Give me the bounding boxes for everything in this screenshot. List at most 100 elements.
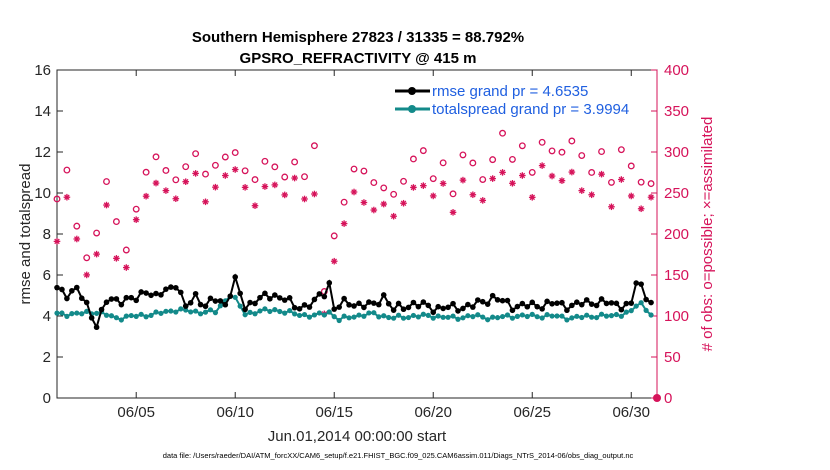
rmse-marker xyxy=(603,300,610,307)
rmse-marker xyxy=(148,292,154,299)
assimilated-obs-marker xyxy=(142,192,150,200)
rmse-marker xyxy=(435,303,441,310)
totalspread-marker xyxy=(212,310,219,316)
x-tick-label: 06/25 xyxy=(513,404,551,421)
asterisk-stroke xyxy=(93,251,100,257)
asterisk-stroke xyxy=(380,201,387,207)
possible-obs-marker xyxy=(202,170,209,178)
rmse-marker xyxy=(78,295,85,302)
possible-obs-marker xyxy=(508,155,516,163)
totalspread-marker xyxy=(346,315,352,321)
rmse-marker xyxy=(257,294,263,301)
totalspread-marker xyxy=(420,311,426,317)
assimilated-obs-marker xyxy=(558,177,566,184)
rmse-marker xyxy=(128,294,135,301)
totalspread-marker xyxy=(539,315,545,321)
x-tick-label: 06/30 xyxy=(612,404,650,421)
totalspread-marker xyxy=(564,317,570,323)
rmse-marker xyxy=(212,298,219,304)
asterisk-stroke xyxy=(83,272,90,278)
rmse-marker xyxy=(395,300,402,307)
totalspread-marker xyxy=(168,308,174,314)
assimilated-obs-marker xyxy=(162,187,170,194)
asterisk-stroke xyxy=(578,187,585,194)
totalspread-marker xyxy=(133,313,139,319)
asterisk-stroke xyxy=(301,196,308,202)
possible-obs-marker xyxy=(152,153,160,161)
rmse-marker xyxy=(470,304,476,310)
rmse-marker xyxy=(405,304,412,311)
y-left-tick-label: 16 xyxy=(34,62,51,79)
totalspread-marker xyxy=(306,314,313,320)
totalspread-marker xyxy=(643,307,649,313)
tick-layer: 0 2 4 6 8 10 12 14 16 0 50 100 150 200 250 300 350 400 06/… xyxy=(34,62,689,421)
totalspread-marker xyxy=(158,310,164,316)
totalspread-marker xyxy=(613,311,620,318)
totalspread-marker xyxy=(59,310,65,316)
totalspread-marker xyxy=(504,312,511,318)
totalspread-marker xyxy=(301,311,308,318)
asterisk-stroke xyxy=(450,209,456,216)
data-file-footnote: data file: /Users/raeder/DAI/ATM_forcXX/… xyxy=(163,451,634,460)
possible-obs-marker xyxy=(291,158,299,166)
totalspread-marker xyxy=(559,313,565,319)
rmse-marker xyxy=(356,300,362,307)
totalspread-marker xyxy=(202,309,209,315)
possible-obs-marker xyxy=(400,177,407,185)
possible-obs-marker xyxy=(221,153,229,161)
assimilated-obs-marker xyxy=(301,195,308,203)
asterisk-stroke xyxy=(569,169,575,175)
rmse-marker xyxy=(98,306,105,313)
possible-obs-marker xyxy=(172,176,180,184)
rmse-marker xyxy=(504,297,511,304)
assimilated-obs-marker xyxy=(281,191,289,199)
possible-obs-marker xyxy=(578,152,586,159)
possible-obs-marker xyxy=(103,178,110,186)
rmse-marker xyxy=(534,303,540,310)
possible-obs-marker xyxy=(93,229,101,237)
possible-obs-marker xyxy=(142,168,150,176)
totalspread-marker xyxy=(148,312,154,318)
rmse-marker xyxy=(420,299,427,305)
totalspread-marker xyxy=(490,314,496,320)
possible-obs-marker xyxy=(449,190,457,198)
totalspread-marker xyxy=(470,314,476,320)
asterisk-stroke xyxy=(519,172,526,179)
rmse-marker xyxy=(316,291,323,297)
asterisk-stroke xyxy=(648,194,654,200)
totalspread-marker xyxy=(311,312,318,318)
possible-obs-marker xyxy=(409,155,417,163)
possible-obs-marker xyxy=(83,254,91,262)
y-right-tick-label: 200 xyxy=(664,226,689,243)
assimilated-obs-marker xyxy=(627,192,635,200)
asterisk-stroke xyxy=(608,203,615,210)
rmse-marker xyxy=(296,306,303,312)
totalspread-marker xyxy=(569,315,575,321)
totalspread-marker xyxy=(197,311,204,317)
rmse-marker xyxy=(375,301,382,308)
y-right-tick-label: 400 xyxy=(664,62,689,79)
asterisk-stroke xyxy=(202,199,209,205)
asterisk-stroke xyxy=(400,200,407,207)
totalspread-marker xyxy=(282,310,288,316)
totalspread-marker xyxy=(351,314,357,320)
asterisk-stroke xyxy=(103,202,110,208)
asterisk-stroke xyxy=(212,184,219,190)
assimilated-obs-marker xyxy=(499,169,506,176)
asterisk-stroke xyxy=(272,182,278,188)
assimilated-obs-marker xyxy=(449,209,457,216)
asterisk-stroke xyxy=(559,177,565,184)
rmse-marker xyxy=(593,302,600,309)
possible-obs-marker xyxy=(360,167,368,175)
possible-obs-marker xyxy=(251,176,259,184)
totalspread-marker xyxy=(381,313,387,319)
assimilated-obs-marker xyxy=(152,179,160,187)
assimilated-obs-marker xyxy=(350,188,358,196)
possible-obs-marker xyxy=(63,166,71,174)
rmse-marker xyxy=(623,300,630,307)
rmse-marker xyxy=(618,306,625,313)
rmse-marker xyxy=(59,286,65,293)
possible-obs-marker xyxy=(211,161,219,169)
rmse-marker xyxy=(578,301,585,308)
totalspread-marker xyxy=(608,313,615,319)
